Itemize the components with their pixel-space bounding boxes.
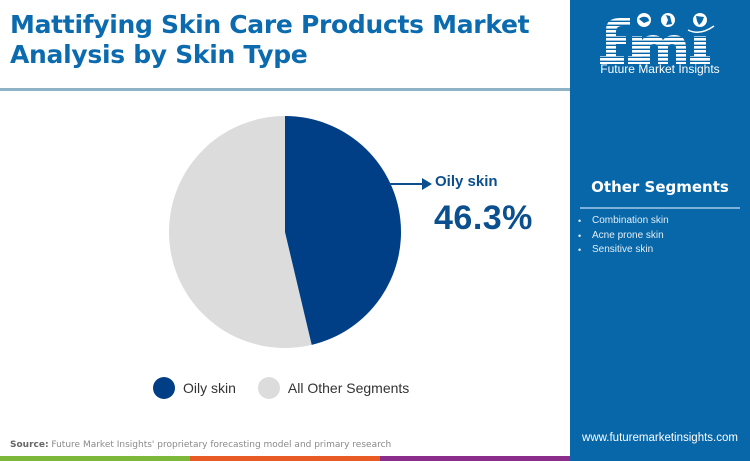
bullet-icon: • bbox=[578, 230, 582, 241]
header-divider bbox=[0, 88, 570, 91]
callout-arrow-icon bbox=[389, 178, 432, 190]
callout-label: Oily skin bbox=[435, 173, 498, 190]
website-link[interactable]: www.futuremarketinsights.com bbox=[582, 432, 738, 444]
callout-value: 46.3% bbox=[434, 199, 533, 237]
pie-chart bbox=[169, 116, 401, 348]
legend-label: All Other Segments bbox=[287, 380, 410, 396]
segment-item: • Combination skin bbox=[578, 214, 669, 229]
segment-item-label: Acne prone skin bbox=[592, 229, 664, 241]
legend-label: Oily skin bbox=[183, 380, 236, 396]
logo-text: Future Market Insights bbox=[600, 62, 720, 76]
fmi-logo bbox=[600, 13, 715, 64]
footer-strip-green bbox=[0, 456, 190, 461]
footer-strip-purple bbox=[380, 456, 570, 461]
other-segments-list: • Combination skin • Acne prone skin • Sens… bbox=[578, 214, 669, 258]
legend-swatch-oily-skin bbox=[153, 377, 175, 399]
legend-item-other-segments: All Other Segments bbox=[257, 377, 410, 399]
bullet-icon: • bbox=[578, 245, 582, 255]
segment-item-label: Combination skin bbox=[592, 215, 669, 226]
page-title: Mattifying Skin Care Products Market Ana… bbox=[10, 10, 565, 70]
segment-item: • Sensitive skin bbox=[578, 243, 669, 258]
source-label: Source: bbox=[10, 440, 49, 450]
bullet-icon: • bbox=[578, 216, 582, 226]
logo-letter-m bbox=[632, 35, 686, 64]
other-segments-divider bbox=[580, 207, 740, 209]
other-segments-title: Other Segments bbox=[591, 178, 729, 196]
legend-swatch-other-segments bbox=[257, 377, 280, 399]
source-note: Source: Future Market Insights' propriet… bbox=[10, 440, 391, 450]
legend-item-oily-skin: Oily skin bbox=[153, 377, 236, 399]
chart-legend: Oily skin All Other Segments bbox=[153, 377, 431, 399]
source-text: Future Market Insights' proprietary fore… bbox=[48, 440, 392, 450]
segment-item-label: Sensitive skin bbox=[592, 244, 654, 255]
footer-strip-orange bbox=[190, 456, 380, 461]
pie-slice-oily-skin bbox=[285, 116, 401, 345]
logo-letter-f bbox=[606, 18, 630, 64]
title-line-2: Analysis by Skin Type bbox=[10, 40, 308, 69]
side-panel: Future Market Insights Other Segments • C… bbox=[570, 0, 750, 461]
segment-item: • Acne prone skin bbox=[578, 229, 669, 244]
title-line-1: Mattifying Skin Care Products Market bbox=[10, 10, 530, 39]
